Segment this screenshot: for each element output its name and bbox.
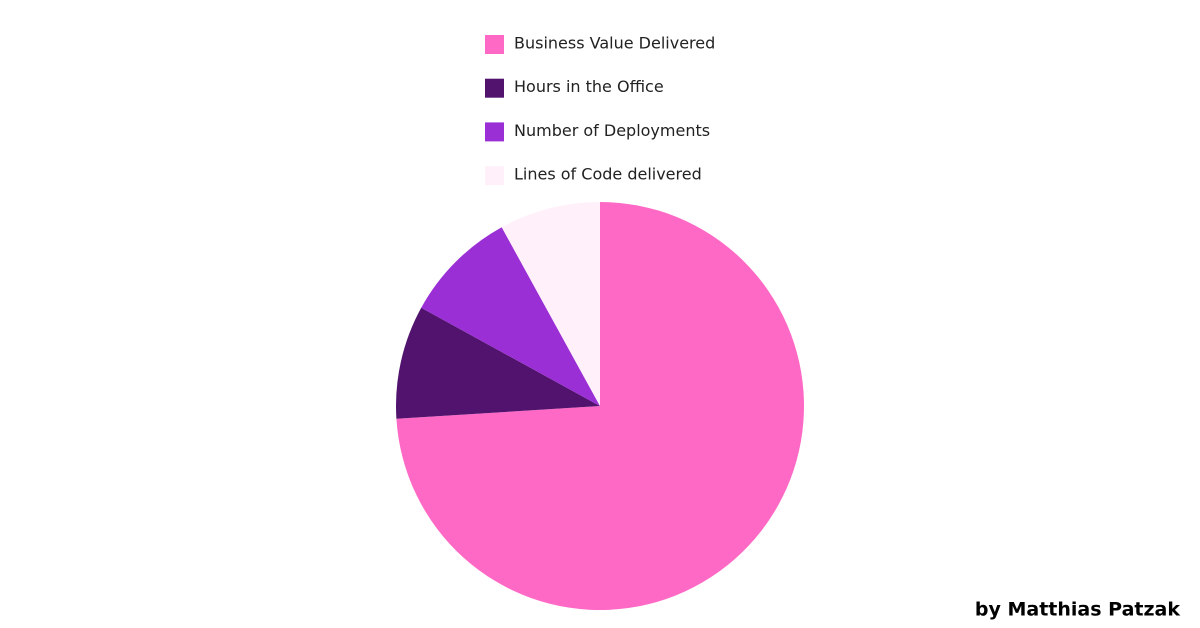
legend-swatch (485, 35, 504, 54)
legend-swatch (485, 166, 504, 186)
legend-label: Lines of Code delivered (514, 165, 702, 184)
pie-slice (396, 202, 804, 611)
credit: by Matthias Patzak (975, 599, 1180, 621)
pie-slice (501, 202, 600, 406)
legend-swatch (485, 78, 504, 98)
legend-label: Hours in the Office (514, 77, 664, 96)
legend-label: Number of Deployments (514, 121, 710, 140)
legend-swatch (485, 122, 504, 142)
pie-slice (421, 227, 600, 406)
pie-slice (396, 307, 600, 419)
legend-label: Business Value Delivered (514, 34, 715, 53)
